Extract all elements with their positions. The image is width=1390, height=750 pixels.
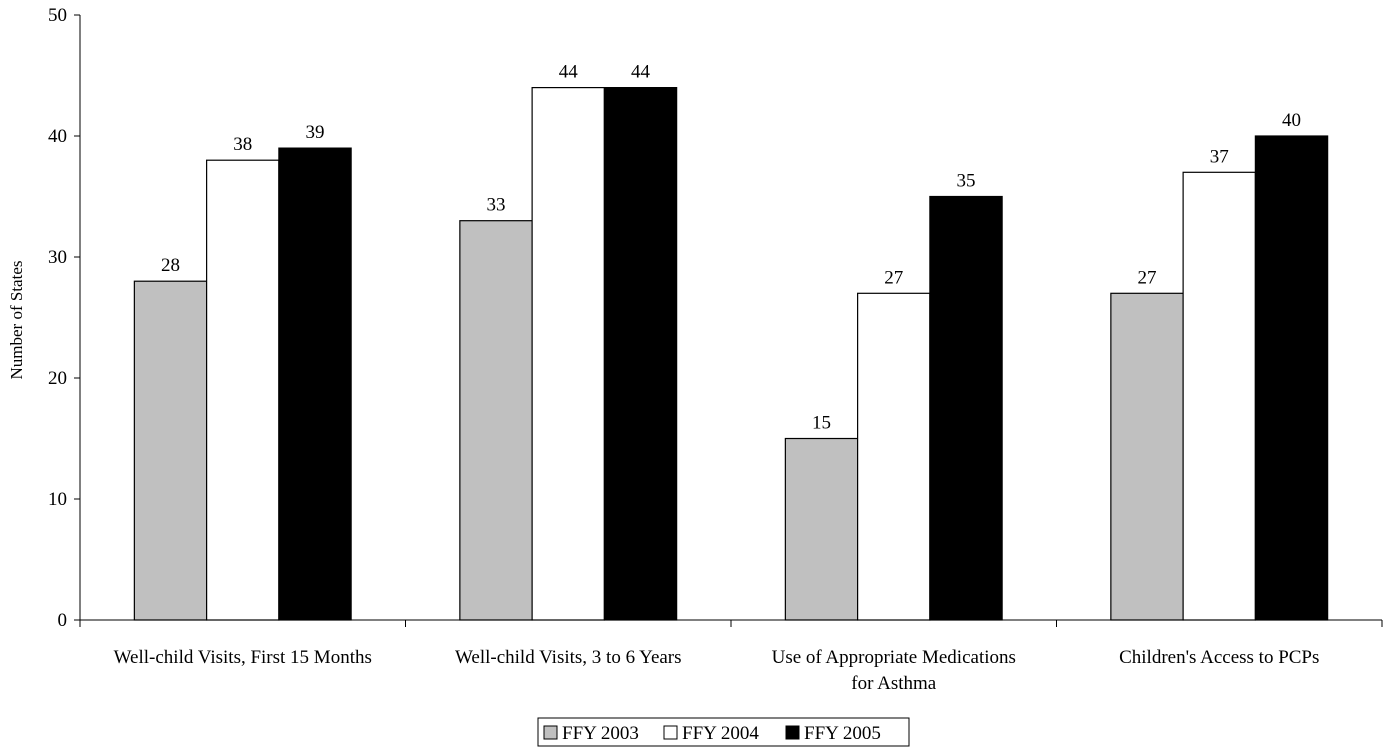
y-tick-label: 30 [48,247,67,268]
bars [133,86,1329,621]
bar-ffy-2004-1 [531,86,605,621]
data-labels: 28 38 39 33 44 44 15 27 35 27 37 40 [161,62,1301,434]
category-labels: Well-child Visits, First 15 Months Well-c… [114,647,1320,694]
legend: FFY 2003 FFY 2004 FFY 2005 [537,717,910,747]
y-axis-title: Number of States [7,261,26,380]
data-label: 15 [812,413,831,434]
legend-swatch [785,725,800,740]
category-label: Children's Access to PCPs [1119,647,1319,668]
bar-ffy-2004-3 [1182,171,1256,621]
y-tick-label: 10 [48,489,67,510]
data-label: 37 [1210,146,1229,167]
y-tick-label: 0 [58,610,68,631]
bar-ffy-2004-0 [206,159,280,621]
category-label: Well-child Visits, First 15 Months [114,647,372,668]
legend-label: FFY 2005 [804,723,881,744]
category-label: for Asthma [851,673,937,694]
y-tick-label: 20 [48,368,67,389]
category-label: Well-child Visits, 3 to 6 Years [455,647,682,668]
bar-ffy-2003-3 [1110,292,1184,621]
data-label: 27 [884,267,903,288]
y-axis: 0 10 20 30 40 50 [48,5,81,631]
data-label: 39 [306,122,325,143]
data-label: 28 [161,255,180,276]
data-label: 27 [1137,267,1156,288]
legend-box [537,717,910,747]
y-tick-label: 40 [48,126,67,147]
data-label: 33 [486,195,505,216]
bar-ffy-2005-0 [278,147,352,621]
data-label: 38 [233,134,252,155]
bar-ffy-2003-0 [133,280,208,621]
bar-ffy-2003-2 [784,437,859,621]
bar-ffy-2003-1 [459,220,533,621]
data-label: 35 [957,171,976,192]
bar-ffy-2004-2 [857,292,931,621]
data-label: 40 [1282,110,1301,131]
bar-ffy-2005-2 [929,195,1003,621]
bar-ffy-2005-3 [1254,135,1329,621]
data-label: 44 [559,62,579,83]
legend-label: FFY 2003 [562,723,639,744]
legend-swatch [663,725,678,740]
x-axis [79,619,1383,627]
y-tick-label: 50 [48,5,67,26]
bar-ffy-2005-1 [603,86,678,621]
legend-swatch [543,725,558,740]
data-label: 44 [631,62,651,83]
category-label: Use of Appropriate Medications [772,647,1016,668]
legend-label: FFY 2004 [682,723,759,744]
